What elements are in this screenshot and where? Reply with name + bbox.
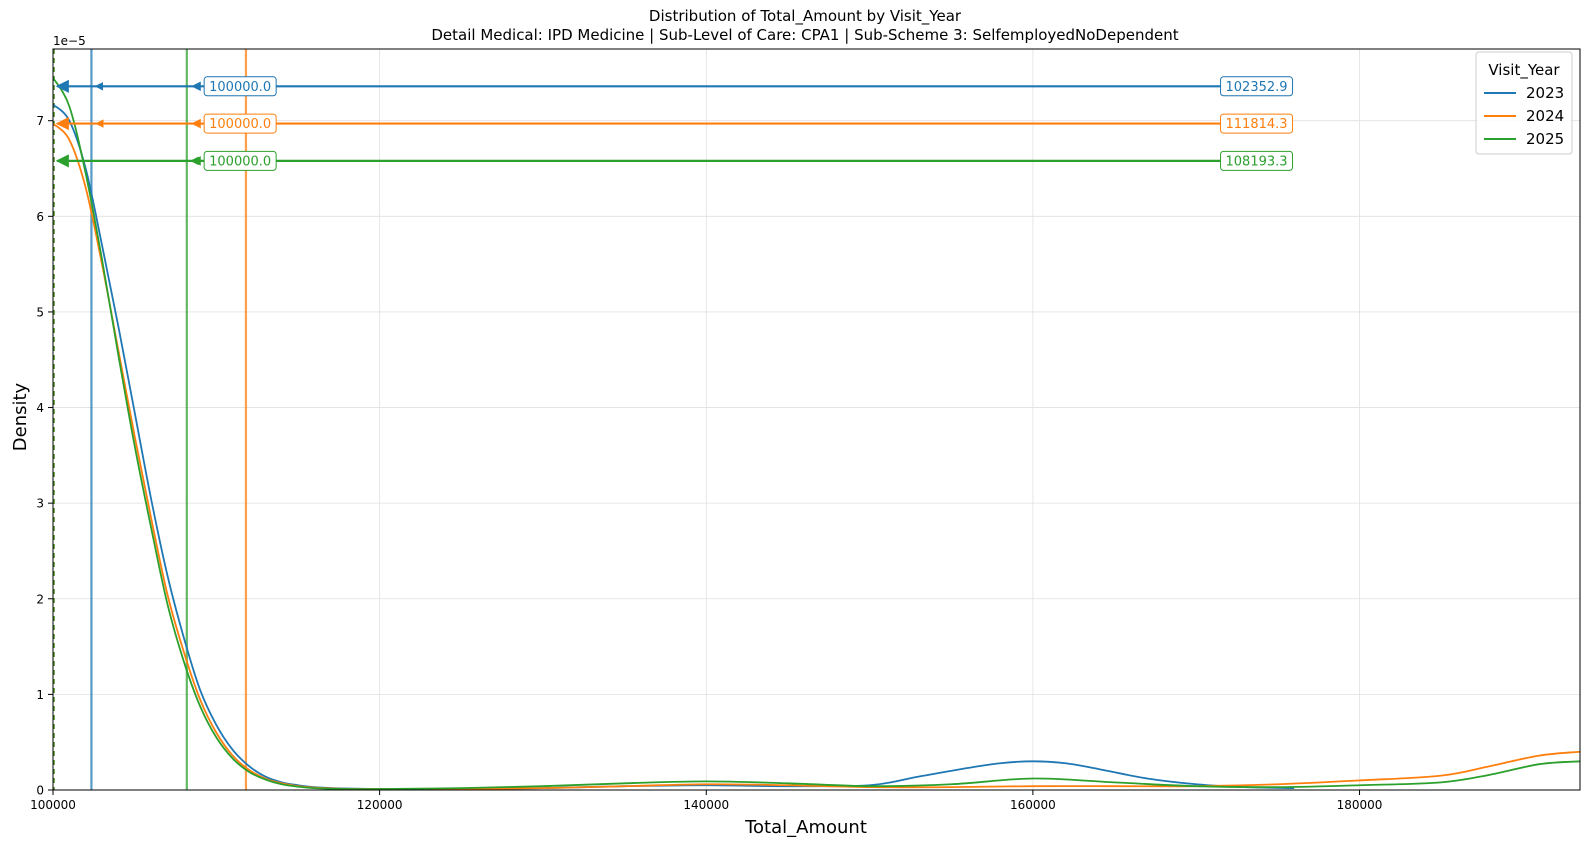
median-label-2024: 100000.0 <box>209 117 271 132</box>
mean-label-box-2025 <box>1220 150 1294 171</box>
y-tick-label: 6 <box>36 210 44 224</box>
y-tick-label: 0 <box>36 784 44 798</box>
plot-frame <box>52 48 1581 791</box>
x-tick-label: 140000 <box>683 798 729 812</box>
median-label-2023: 100000.0 <box>209 80 271 95</box>
y-tick-label: 3 <box>36 497 44 511</box>
y-tick-label: 4 <box>36 401 44 415</box>
y-tick-label: 5 <box>36 305 44 319</box>
mean-label-2023: 102352.9 <box>1226 80 1288 95</box>
mean-label-box-2024 <box>1220 113 1294 134</box>
plot-area: 100000.0 102352.9 100000.0 111814.3 100000.0… <box>53 49 1580 790</box>
legend-title: Visit_Year <box>1488 61 1560 80</box>
y-axis-multiplier: 1e−5 <box>53 34 86 48</box>
median-label-box-2024 <box>203 113 277 134</box>
x-tick-label: 120000 <box>357 798 403 812</box>
legend-label-2025: 2025 <box>1526 130 1564 148</box>
x-tick-label: 160000 <box>1010 798 1056 812</box>
mean-label-2025: 108193.3 <box>1226 154 1288 169</box>
y-tick-label: 1 <box>36 688 44 702</box>
x-tick-label: 100000 <box>30 798 76 812</box>
median-label-2025: 100000.0 <box>209 154 271 169</box>
chart-subtitle: Detail Medical: IPD Medicine | Sub-Level… <box>431 26 1178 44</box>
x-tick-label: 180000 <box>1337 798 1383 812</box>
grid-lines <box>52 49 1580 791</box>
legend-label-2024: 2024 <box>1526 107 1564 125</box>
median-label-box-2025 <box>203 150 277 171</box>
legend-box <box>1475 51 1573 155</box>
mean-label-box-2023 <box>1220 76 1294 97</box>
density-curve-2025 <box>53 77 1580 790</box>
y-tick-label: 2 <box>36 592 44 606</box>
annotations: 100000.0 102352.9 100000.0 111814.3 100000.0… <box>55 76 1294 171</box>
legend: Visit_Year 2023 2024 2025 <box>1475 51 1573 155</box>
legend-label-2023: 2023 <box>1526 84 1564 102</box>
y-tick-label: 7 <box>36 114 44 128</box>
x-axis-label: Total_Amount <box>744 817 867 838</box>
axis-ticks: 100000 120000 140000 160000 180000 0 1 2 3 4 5 6 7 <box>30 114 1382 812</box>
median-label-box-2023 <box>203 76 277 97</box>
mean-label-2024: 111814.3 <box>1226 117 1288 132</box>
plot-clip-group <box>53 49 1580 790</box>
chart-title: Distribution of Total_Amount by Visit_Ye… <box>649 7 962 26</box>
y-axis-label: Density <box>10 382 31 451</box>
